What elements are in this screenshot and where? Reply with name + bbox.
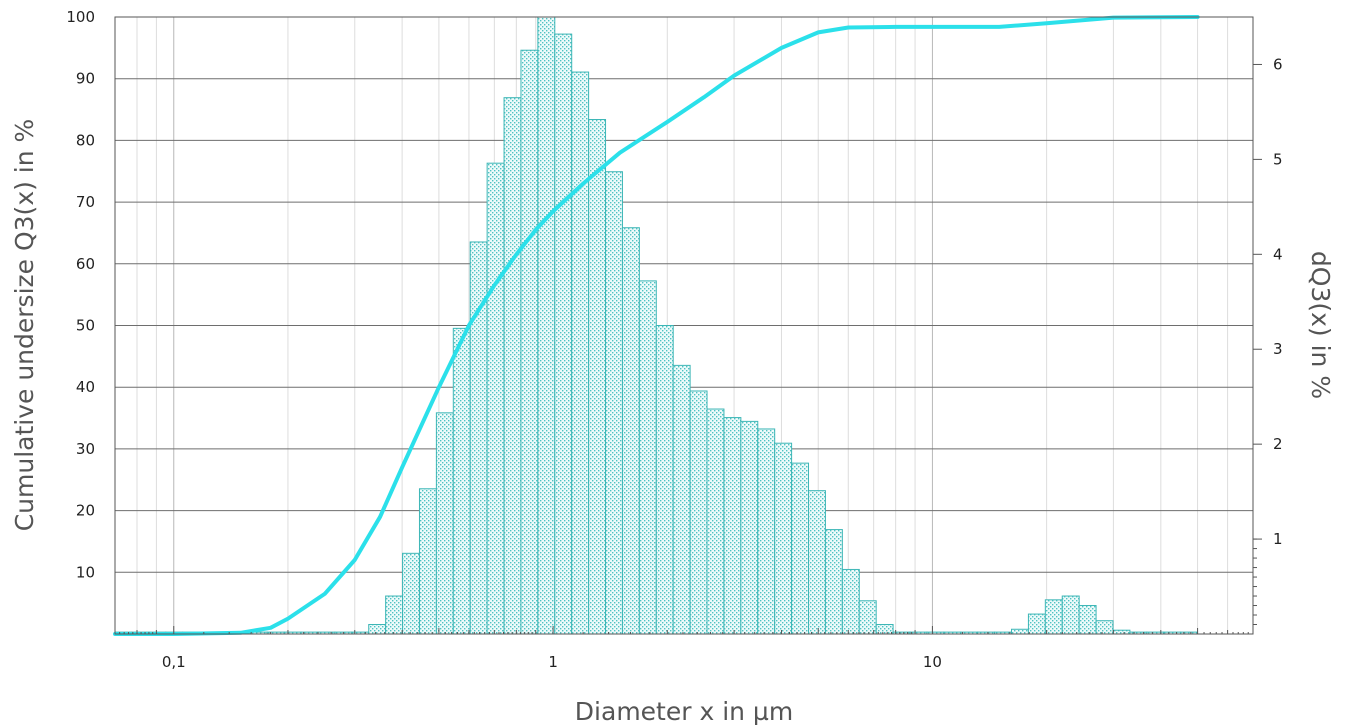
y-tick-label: 50 <box>76 317 95 335</box>
histogram-bar <box>858 600 877 635</box>
histogram-bar <box>571 71 590 635</box>
plot-frame <box>114 16 1254 635</box>
y2-tick-label: 6 <box>1273 55 1283 73</box>
x-tick-label: 0,1 <box>162 653 186 671</box>
histogram-bar <box>435 412 454 635</box>
histogram-bar <box>486 162 505 635</box>
y2-axis-ticks: 1 2 3 4 5 6 <box>1253 55 1283 626</box>
histogram-bar <box>588 119 607 635</box>
y-tick-label: 20 <box>76 502 95 520</box>
x-axis-title: Diameter x in µm <box>575 697 793 726</box>
cumulative-undersize-line <box>113 15 1200 636</box>
histogram-bar <box>808 490 826 635</box>
histogram-bar <box>1011 628 1029 635</box>
y2-tick-label: 2 <box>1273 435 1283 453</box>
y2-tick-label: 1 <box>1273 530 1283 548</box>
histogram-bar <box>689 390 708 635</box>
histogram-bar <box>824 529 843 635</box>
y-tick-label: 30 <box>76 440 95 458</box>
histogram-bar <box>537 16 556 635</box>
histogram-bar <box>418 488 437 635</box>
y-tick-label: 90 <box>76 70 95 88</box>
histogram-bar <box>385 595 404 635</box>
histogram-bar <box>791 462 810 635</box>
histogram-bar <box>1044 599 1063 635</box>
y-tick-label: 80 <box>76 131 95 149</box>
y-axis-title: Cumulative undersize Q3(x) in % <box>10 119 39 532</box>
histogram-bar <box>368 624 387 635</box>
histogram-bar <box>452 327 471 635</box>
histogram-bar <box>1095 620 1114 635</box>
histogram-bar <box>554 33 573 635</box>
histogram-bar <box>1112 629 1131 635</box>
y-tick-label: 40 <box>76 378 95 396</box>
y-tick-label: 70 <box>76 193 95 211</box>
x-axis-ticks: 0,1 1 10 <box>114 626 1254 671</box>
histogram-bar <box>774 442 793 635</box>
histogram-bar <box>672 364 691 635</box>
histogram-bar <box>757 428 776 635</box>
histogram-bar <box>706 408 725 635</box>
histogram-bar <box>655 325 674 635</box>
histogram-bar <box>1078 605 1097 635</box>
histogram-bar <box>1061 595 1080 635</box>
histogram-bar <box>1027 613 1046 635</box>
y-tick-label: 10 <box>76 563 95 581</box>
x-tick-label: 1 <box>548 653 558 671</box>
histogram-bar <box>740 420 759 635</box>
histogram-bar <box>841 568 860 635</box>
y-tick-label: 100 <box>66 8 95 26</box>
histogram-bar <box>638 280 657 635</box>
histogram-bar <box>723 417 742 635</box>
x-tick-label: 10 <box>923 653 942 671</box>
y2-axis-title: dQ3(x) in % <box>1306 251 1335 399</box>
histogram-bar <box>402 552 420 635</box>
y-tick-label: 60 <box>76 255 95 273</box>
y2-tick-label: 4 <box>1273 245 1283 263</box>
histogram-bar <box>605 171 623 635</box>
histogram-bar <box>520 49 539 635</box>
y-axis-ticks: 10 20 30 40 50 60 70 80 90 100 <box>66 8 95 581</box>
histogram-bar <box>503 97 522 635</box>
y2-tick-label: 3 <box>1273 340 1283 358</box>
cumulative-curve-layer <box>113 15 1200 636</box>
histogram-bar <box>621 227 640 635</box>
y2-tick-label: 5 <box>1273 150 1283 168</box>
